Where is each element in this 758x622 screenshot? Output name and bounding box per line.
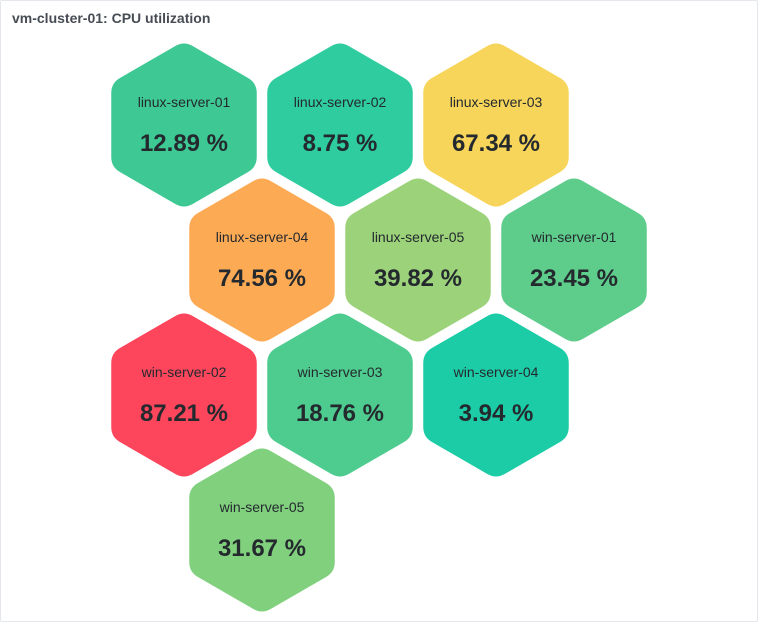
hex-win-server-01-shape xyxy=(501,178,647,342)
hex-win-server-03[interactable]: win-server-03 18.76 % xyxy=(267,313,413,477)
hex-linux-server-02-label: linux-server-02 xyxy=(294,94,387,110)
panel-title: vm-cluster-01: CPU utilization xyxy=(12,10,211,26)
hex-win-server-04-value: 3.94 % xyxy=(459,400,534,427)
hex-linux-server-05[interactable]: linux-server-05 39.82 % xyxy=(345,178,491,342)
hex-linux-server-02[interactable]: linux-server-02 8.75 % xyxy=(267,43,413,207)
hex-win-server-01[interactable]: win-server-01 23.45 % xyxy=(501,178,647,342)
hex-win-server-02-label: win-server-02 xyxy=(141,364,227,380)
hex-linux-server-01[interactable]: linux-server-01 12.89 % xyxy=(111,43,257,207)
hex-linux-server-05-shape xyxy=(345,178,491,342)
hex-win-server-02-value: 87.21 % xyxy=(140,400,228,427)
hex-win-server-04[interactable]: win-server-04 3.94 % xyxy=(423,313,569,477)
hex-linux-server-01-shape xyxy=(111,43,257,207)
hex-linux-server-05-value: 39.82 % xyxy=(374,265,462,292)
hex-win-server-04-label: win-server-04 xyxy=(453,364,539,380)
hex-linux-server-04[interactable]: linux-server-04 74.56 % xyxy=(189,178,335,342)
hex-linux-server-04-shape xyxy=(189,178,335,342)
hex-linux-server-04-value: 74.56 % xyxy=(218,265,306,292)
hex-win-server-01-value: 23.45 % xyxy=(530,265,618,292)
hex-linux-server-02-value: 8.75 % xyxy=(303,130,378,157)
hex-win-server-05-shape xyxy=(189,448,335,612)
hex-win-server-02-shape xyxy=(111,313,257,477)
hex-win-server-03-shape xyxy=(267,313,413,477)
hex-linux-server-03-shape xyxy=(423,43,569,207)
hex-linux-server-03-value: 67.34 % xyxy=(452,130,540,157)
hex-win-server-02[interactable]: win-server-02 87.21 % xyxy=(111,313,257,477)
hex-linux-server-05-label: linux-server-05 xyxy=(372,229,465,245)
hex-win-server-05-label: win-server-05 xyxy=(219,499,305,515)
hex-win-server-01-label: win-server-01 xyxy=(531,229,617,245)
hex-linux-server-03[interactable]: linux-server-03 67.34 % xyxy=(423,43,569,207)
hex-linux-server-01-value: 12.89 % xyxy=(140,130,228,157)
hex-linux-server-02-shape xyxy=(267,43,413,207)
hex-win-server-05-value: 31.67 % xyxy=(218,535,306,562)
hex-linux-server-01-label: linux-server-01 xyxy=(138,94,231,110)
hex-win-server-03-label: win-server-03 xyxy=(297,364,383,380)
hex-win-server-05[interactable]: win-server-05 31.67 % xyxy=(189,448,335,612)
hex-win-server-03-value: 18.76 % xyxy=(296,400,384,427)
hex-linux-server-03-label: linux-server-03 xyxy=(450,94,543,110)
hex-win-server-04-shape xyxy=(423,313,569,477)
hex-linux-server-04-label: linux-server-04 xyxy=(216,229,309,245)
